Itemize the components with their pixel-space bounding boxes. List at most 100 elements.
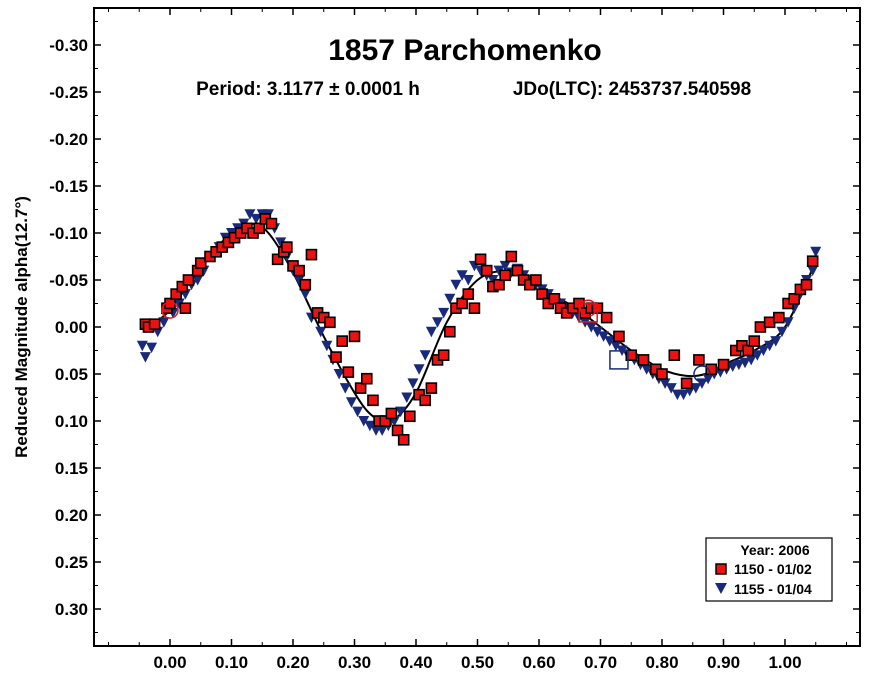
data-point-triangle <box>376 425 388 436</box>
x-tick-label: 0.70 <box>584 653 617 672</box>
data-point-square <box>806 255 819 268</box>
data-point-square <box>348 330 361 343</box>
data-point-square <box>336 335 349 347</box>
data-point-square <box>354 382 367 394</box>
data-point-triangle <box>345 397 357 408</box>
data-point-square <box>600 311 613 324</box>
data-point-square <box>437 349 450 362</box>
data-point-square <box>391 424 404 437</box>
data-point-square <box>194 257 207 269</box>
data-point-square <box>379 415 392 427</box>
y-tick-label: 0.15 <box>55 459 88 478</box>
data-point-triangle <box>293 275 305 286</box>
data-point-square <box>444 325 456 338</box>
y-tick-label: -0.25 <box>49 83 88 102</box>
data-point-triangle <box>244 209 256 220</box>
data-point-triangle <box>352 406 364 418</box>
y-tick-label: -0.10 <box>49 224 88 243</box>
data-point-triangle <box>299 289 311 300</box>
data-point-square <box>271 253 284 266</box>
chart-subtitle-period: Period: 3.1177 ± 0.0001 h <box>196 79 420 100</box>
legend-marker-triangle <box>715 583 727 594</box>
y-tick-label: 0.30 <box>55 600 88 619</box>
x-tick-label: 0.20 <box>276 653 309 672</box>
data-point-triangle <box>275 237 287 248</box>
data-point-square <box>176 280 189 293</box>
data-point-square <box>324 316 336 329</box>
annotation-circle <box>693 365 711 383</box>
data-point-triangle <box>733 359 745 371</box>
data-point-square <box>281 241 293 253</box>
data-point-square <box>493 278 505 291</box>
data-point-triangle <box>807 265 819 277</box>
data-point-triangle <box>444 293 456 305</box>
legend-entry-2: 1155 - 01/04 <box>734 581 812 597</box>
data-point-square <box>668 349 681 362</box>
data-point-triangle <box>810 246 822 258</box>
data-point-triangle <box>641 364 653 375</box>
data-point-triangle <box>776 326 788 338</box>
data-point-triangle <box>401 392 413 403</box>
data-point-square <box>385 407 398 420</box>
data-point-square <box>800 278 813 291</box>
data-point-triangle <box>419 350 431 361</box>
data-point-square <box>468 302 481 315</box>
data-point-square <box>425 382 438 394</box>
data-point-square <box>693 354 705 366</box>
legend-entry-1: 1150 - 01/02 <box>734 561 812 577</box>
data-point-triangle <box>333 369 345 380</box>
x-tick-label: 0.10 <box>215 653 248 672</box>
annotation-square <box>578 303 598 323</box>
y-tick-label: -0.20 <box>49 130 88 149</box>
data-point-square <box>462 288 475 300</box>
data-point-square <box>748 335 761 347</box>
x-tick-label: 0.60 <box>522 653 555 672</box>
y-tick-label: 0.10 <box>55 412 88 431</box>
data-point-triangle <box>462 275 474 286</box>
data-point-triangle <box>407 378 419 389</box>
data-point-square <box>293 264 305 277</box>
data-point-triangle <box>665 383 677 394</box>
data-point-square <box>788 292 801 305</box>
data-point-triangle <box>585 322 597 333</box>
data-point-triangle <box>659 378 671 389</box>
legend-box <box>705 537 833 602</box>
data-point-triangle <box>499 260 511 272</box>
data-point-square <box>474 253 487 266</box>
x-tick-label: 0.50 <box>461 653 494 672</box>
y-tick-label: 0.20 <box>55 506 88 525</box>
x-tick-label: 0.90 <box>707 653 740 672</box>
data-point-square <box>625 349 638 362</box>
data-point-triangle <box>413 364 425 375</box>
data-point-square <box>548 292 561 305</box>
data-point-triangle <box>192 275 204 286</box>
data-point-triangle <box>173 298 185 309</box>
data-point-triangle <box>364 420 376 432</box>
data-point-triangle <box>250 213 262 225</box>
data-point-square <box>404 410 416 423</box>
data-point-triangle <box>136 340 148 352</box>
data-point-triangle <box>782 317 794 328</box>
data-point-square <box>305 248 318 261</box>
data-point-triangle <box>321 340 333 352</box>
data-point-triangle <box>158 317 170 328</box>
data-point-square <box>705 363 718 376</box>
chart-title: 1857 Parchomenko <box>328 34 601 67</box>
data-point-triangle <box>690 383 702 394</box>
data-point-triangle <box>450 279 462 291</box>
x-tick-label: 0.80 <box>645 653 678 672</box>
annotation-circle <box>579 299 597 317</box>
y-axis-label: Reduced Magnitude alpha(12.7°) <box>12 196 31 458</box>
data-point-square <box>613 330 625 343</box>
data-point-square <box>717 358 730 371</box>
y-tick-label: 0.25 <box>55 553 88 572</box>
y-axis: -0.30 -0.25 -0.20 -0.15 -0.10 -0.05 0.00 0.05 0.… <box>49 21 860 633</box>
data-point-square <box>637 354 650 366</box>
data-point-triangle <box>315 326 327 338</box>
data-point-triangle <box>751 350 763 361</box>
data-point-square <box>656 368 668 380</box>
data-point-triangle <box>425 326 437 338</box>
chart-subtitle-epoch: JDo(LTC): 2453737.540598 <box>513 79 751 100</box>
data-point-square <box>511 264 524 277</box>
data-point-triangle <box>358 416 370 427</box>
